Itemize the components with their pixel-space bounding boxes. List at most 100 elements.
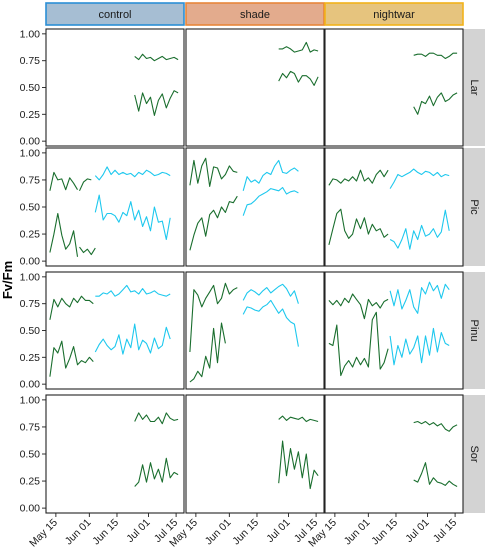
y-tick-label: 1.00 [20,394,41,406]
series-line-dark_green [278,41,319,53]
x-tick-label: Jun 15 [90,517,121,548]
x-tick-label: Jul 15 [431,517,459,545]
y-tick-label: 0.50 [20,325,41,337]
strip-Pinu [463,272,485,389]
y-tick-label: 0.25 [20,476,41,488]
series-line-light_blue [389,281,450,314]
series-line-light_blue [94,194,171,241]
y-tick-label: 1.00 [20,28,41,40]
x-tick-label: Jul 01 [264,517,292,545]
panel-Pinu-nightwar [324,271,464,390]
panel-Lar-control [45,28,185,147]
panel-frame [324,271,464,390]
series-line-dark_green [134,53,179,62]
y-tick-label: 0.00 [20,379,41,391]
panel-Lar-shade [185,28,325,147]
panel-Pinu-control [45,271,185,390]
strip-Sor [463,395,485,513]
series-line-dark_green [413,420,458,432]
y-tick-label: 0.75 [20,174,41,186]
series-line-dark_green [79,178,92,192]
x-tick-label: Jun 15 [230,517,261,548]
series-line-dark_green [79,246,96,256]
y-axis-title: Fv/Fm [0,261,15,299]
y-tick-label: 0.50 [20,449,41,461]
series-line-dark_green [134,90,179,116]
series-line-dark_green [49,340,94,377]
panel-frame [185,147,325,267]
panel-frame [185,271,325,390]
strip-control [45,2,185,26]
x-tick-label: Jun 01 [203,517,234,548]
series-line-light_blue [242,159,299,191]
series-line-dark_green [189,195,238,251]
series-line-light_blue [94,323,171,355]
panel-Pic-control [45,147,185,267]
series-line-dark_green [134,412,179,425]
panel-frame [324,394,464,514]
panel-Pic-nightwar [324,147,464,267]
series-line-dark_green [328,169,389,186]
panel-frame [324,147,464,267]
y-tick-label: 1.00 [20,271,41,283]
series-line-light_blue [242,283,299,304]
panel-Pinu-shade [185,271,325,390]
panel-Sor-shade [185,394,325,514]
panel-Pic-shade [185,147,325,267]
strip-nightwar [324,2,464,26]
strip-label-control: control [98,9,131,21]
series-line-dark_green [413,462,458,487]
strip-Pic [463,148,485,266]
series-line-dark_green [278,415,319,423]
series-line-dark_green [413,92,458,115]
series-line-dark_green [189,282,238,353]
x-tick-label: Jun 01 [342,517,373,548]
x-tick-label: Jul 01 [124,517,152,545]
series-line-light_blue [242,299,299,347]
series-line-dark_green [189,157,238,187]
panel-frame [45,394,185,514]
panel-frame [45,28,185,147]
y-tick-label: 0.50 [20,82,41,94]
x-tick-label: Jun 15 [369,517,400,548]
series-line-dark_green [49,212,79,257]
y-tick-label: 0.25 [20,109,41,121]
x-tick-label: May 15 [27,517,60,550]
series-line-dark_green [134,457,179,487]
panel-frame [45,147,185,267]
panel-frame [45,271,185,390]
y-tick-label: 0.00 [20,136,41,148]
strip-label-Lar: Lar [468,80,480,96]
y-tick-label: 0.25 [20,229,41,241]
panel-frame [185,28,325,147]
series-line-dark_green [328,311,389,377]
series-line-light_blue [94,166,171,181]
strip-label-Pinu: Pinu [468,319,480,341]
series-line-dark_green [189,322,226,383]
panel-Sor-control [45,394,185,514]
series-line-light_blue [389,168,450,189]
y-tick-label: 0.00 [20,256,41,268]
x-tick-label: Jun 01 [63,517,94,548]
y-tick-label: 0.75 [20,421,41,433]
series-line-dark_green [328,293,389,320]
series-line-dark_green [278,440,319,490]
strip-shade [185,2,325,26]
y-tick-label: 0.25 [20,352,41,364]
panel-frame [324,28,464,147]
strip-label-Pic: Pic [468,199,480,215]
strip-label-Sor: Sor [468,445,480,462]
panel-Lar-nightwar [324,28,464,147]
x-tick-label: Jul 01 [403,517,431,545]
strip-label-nightwar: nightwar [373,9,415,21]
panel-Sor-nightwar [324,394,464,514]
series-line-dark_green [49,295,94,320]
series-line-dark_green [328,208,389,246]
series-line-light_blue [242,186,299,216]
y-tick-label: 0.75 [20,298,41,310]
series-line-light_blue [389,327,450,366]
series-line-light_blue [95,284,171,297]
y-tick-label: 0.50 [20,202,41,214]
y-tick-label: 0.00 [20,503,41,515]
